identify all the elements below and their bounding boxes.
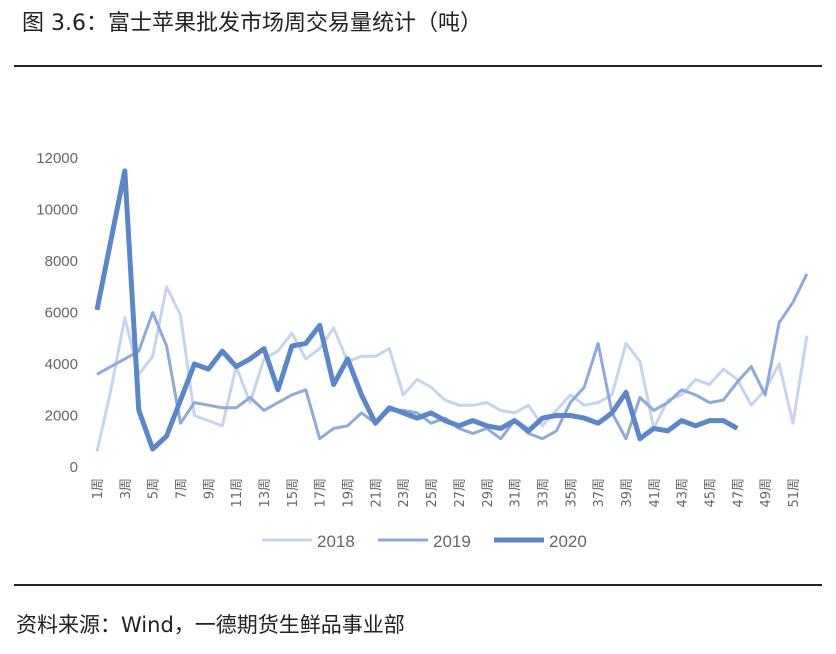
- y-tick-label: 12000: [36, 150, 78, 167]
- x-tick-label: 43周: [676, 478, 691, 508]
- series-line: [96, 273, 809, 441]
- y-tick-label: 6000: [45, 305, 78, 322]
- y-tick-label: 4000: [45, 356, 78, 373]
- x-tick-label: 3周: [119, 478, 134, 499]
- y-tick-label: 0: [70, 459, 78, 476]
- x-tick-label: 51周: [787, 478, 802, 508]
- x-tick-label: 29周: [481, 478, 496, 508]
- source: 资料来源：Wind，一德期货生鲜品事业部: [16, 613, 405, 637]
- series-line: [95, 285, 809, 452]
- legend-label: 2019: [433, 532, 471, 551]
- y-tick-label: 10000: [36, 202, 78, 219]
- x-tick-label: 17周: [314, 478, 329, 508]
- x-tick-label: 45周: [703, 478, 718, 508]
- x-tick-label: 21周: [369, 478, 384, 508]
- x-tick-label: 19周: [342, 478, 357, 508]
- x-tick-label: 47周: [731, 478, 746, 508]
- x-tick-label: 9周: [202, 478, 217, 499]
- x-tick-label: 27周: [453, 478, 468, 508]
- x-tick-label: 37周: [592, 478, 607, 508]
- chart-title: 图 3.6：富士苹果批发市场周交易量统计（吨）: [22, 11, 482, 36]
- x-tick-label: 7周: [175, 478, 190, 499]
- y-tick-label: 2000: [45, 408, 78, 425]
- legend-label: 2020: [549, 532, 587, 551]
- x-tick-label: 23周: [397, 478, 412, 508]
- x-tick-label: 39周: [620, 478, 635, 508]
- x-tick-label: 15周: [286, 478, 301, 508]
- x-tick-label: 5周: [147, 478, 162, 499]
- x-tick-label: 11周: [230, 478, 245, 508]
- x-tick-label: 13周: [258, 478, 273, 508]
- x-tick-label: 31周: [509, 478, 524, 508]
- y-tick-label: 8000: [45, 253, 78, 270]
- x-tick-label: 49周: [759, 478, 774, 508]
- x-tick-label: 25周: [425, 478, 440, 508]
- x-tick-label: 35周: [564, 478, 579, 508]
- x-tick-label: 33周: [536, 478, 551, 508]
- x-tick-label: 41周: [648, 478, 663, 508]
- series-line: [94, 168, 739, 452]
- x-tick-label: 1周: [91, 478, 106, 499]
- legend-label: 2018: [317, 532, 355, 551]
